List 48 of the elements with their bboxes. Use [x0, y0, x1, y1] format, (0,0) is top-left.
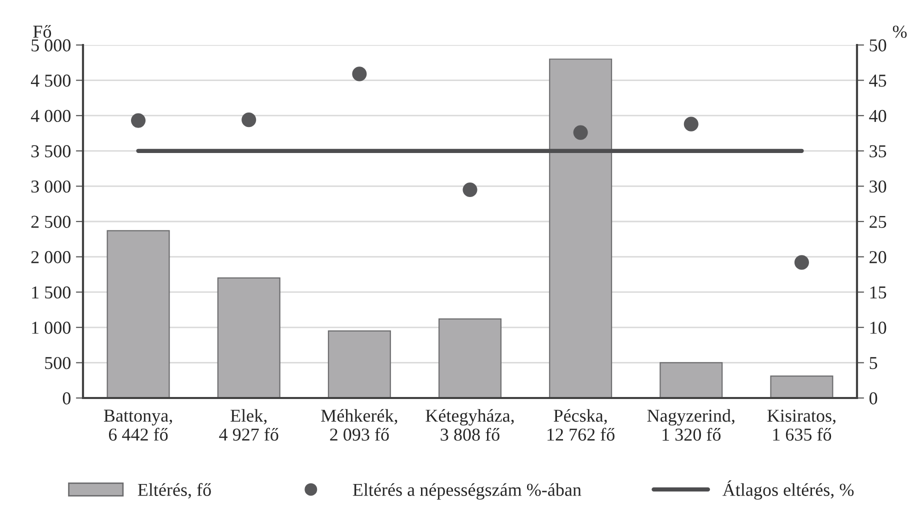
- bar: [549, 58, 612, 398]
- x-tick-label: Kisiratos, 1 635 fő: [767, 410, 836, 441]
- y-tick-label: 3 500: [31, 145, 71, 158]
- y-tick-label: 0: [62, 392, 71, 404]
- y2-axis-title: %: [892, 26, 907, 38]
- legend-label: Átlagos eltérés, %: [722, 480, 854, 500]
- y2-tick-label: 50: [870, 39, 886, 52]
- y2-tick-label: 25: [870, 216, 886, 228]
- point: [684, 116, 698, 132]
- y-tick-label: 5 000: [32, 39, 71, 52]
- y-tick-label: 4 000: [30, 110, 71, 122]
- x-tick-label: Pécska, 12 762 fő: [548, 409, 614, 441]
- point: [242, 112, 256, 128]
- y-tick-label: 4 500: [30, 74, 71, 87]
- legend-label: Eltérés a népességszám %-ában: [352, 483, 582, 500]
- bar: [328, 330, 391, 398]
- bar: [438, 318, 502, 398]
- bar: [660, 362, 723, 398]
- point: [462, 182, 478, 198]
- y2-tick-label: 10: [870, 322, 886, 334]
- y2-tick-label: 45: [869, 74, 886, 87]
- legend-label: Eltérés, fő: [138, 483, 211, 499]
- bar: [106, 230, 170, 398]
- x-tick-label: Nagyzerind, 1 320 fő: [647, 409, 734, 441]
- y2-tick-label: 40: [869, 110, 886, 122]
- y2-tick-label: 0: [869, 392, 878, 404]
- y-tick-label: 1 000: [32, 322, 71, 334]
- y-tick-label: 3 000: [31, 180, 71, 193]
- y-axis-title: Fő: [33, 25, 52, 38]
- point: [573, 125, 588, 140]
- y2-tick-label: 15: [870, 286, 886, 299]
- point: [352, 66, 367, 82]
- y-tick-label: 2 500: [31, 216, 71, 228]
- y-tick-label: 1 500: [32, 286, 71, 299]
- y-tick-label: 500: [45, 356, 71, 370]
- y2-tick-label: 35: [870, 145, 886, 158]
- x-tick-label: Méhkerék, 2 093 fő: [321, 409, 398, 441]
- y2-tick-label: 5: [870, 357, 878, 370]
- point: [131, 113, 146, 128]
- y-tick-label: 2 000: [31, 251, 71, 264]
- bar: [217, 277, 280, 398]
- y2-tick-label: 20: [870, 251, 886, 264]
- y2-tick-label: 30: [870, 180, 886, 193]
- x-tick-label: Battonya, 6 442 fő: [104, 410, 172, 441]
- x-tick-label: Kétegyháza, 3 808 fő: [426, 409, 514, 441]
- x-tick-label: Elek, 4 927 fő: [219, 409, 278, 441]
- point: [794, 255, 809, 270]
- bar: [770, 376, 834, 398]
